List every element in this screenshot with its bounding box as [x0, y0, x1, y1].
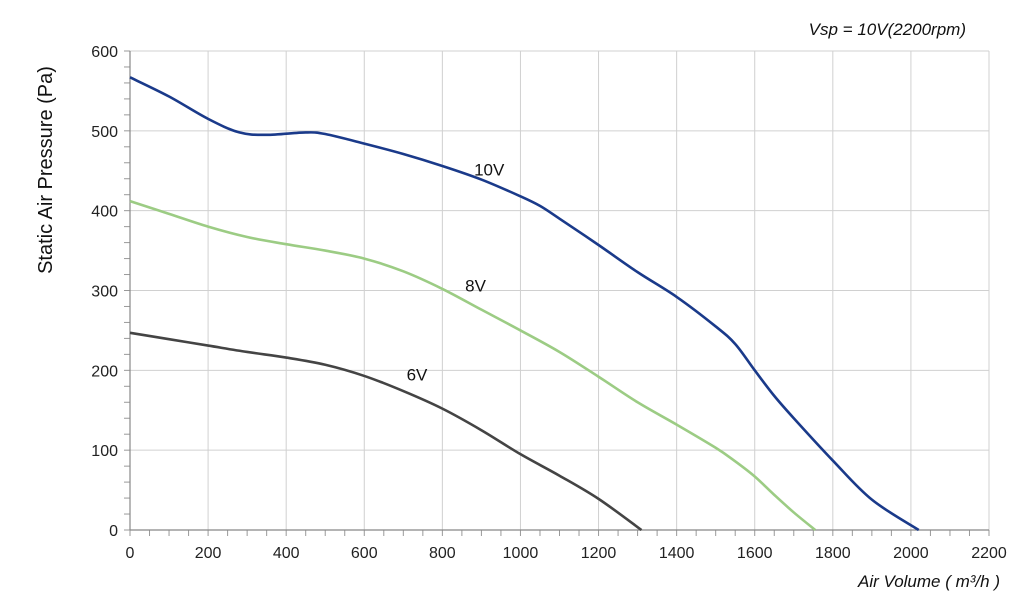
y-axis-title: Static Air Pressure (Pa): [35, 66, 57, 274]
y-tick-label: 300: [91, 284, 118, 301]
x-tick-label: 2200: [971, 545, 1007, 562]
x-tick-label: 1800: [815, 545, 851, 562]
x-tick-label: 200: [195, 545, 222, 562]
y-tick-label: 600: [91, 44, 118, 61]
x-tick-label: 600: [351, 545, 378, 562]
x-axis-title: Air Volume ( m³/h ): [857, 572, 1000, 591]
x-tick-label: 1200: [581, 545, 617, 562]
chart-annotation: Vsp = 10V(2200rpm): [809, 20, 966, 39]
grid: [129, 50, 990, 531]
y-tick-label: 500: [91, 124, 118, 141]
series-line-8v: [129, 199, 817, 532]
series-lines: [129, 76, 920, 532]
minor-ticks: [124, 50, 990, 536]
tick-labels: 0 200 400 600 800 1000 1200 1400 1600 1800 2000 220…: [91, 44, 1007, 562]
x-tick-label: 0: [126, 545, 135, 562]
x-tick-label: 800: [429, 545, 456, 562]
axes: [129, 51, 989, 531]
y-tick-label: 0: [109, 523, 118, 540]
series-labels: 10V 8V 6V: [407, 161, 505, 385]
series-label-8v: 8V: [465, 276, 486, 295]
y-tick-label: 200: [91, 363, 118, 380]
y-tick-label: 400: [91, 204, 118, 221]
x-tick-label: 1000: [503, 545, 539, 562]
x-tick-label: 400: [273, 545, 300, 562]
series-line-10v: [129, 76, 920, 532]
y-tick-label: 100: [91, 443, 118, 460]
x-tick-label: 1400: [659, 545, 695, 562]
x-tick-label: 1600: [737, 545, 773, 562]
x-tick-label: 2000: [893, 545, 929, 562]
series-label-10v: 10V: [474, 161, 505, 180]
series-line-6v: [129, 331, 643, 532]
series-label-6v: 6V: [407, 366, 428, 385]
